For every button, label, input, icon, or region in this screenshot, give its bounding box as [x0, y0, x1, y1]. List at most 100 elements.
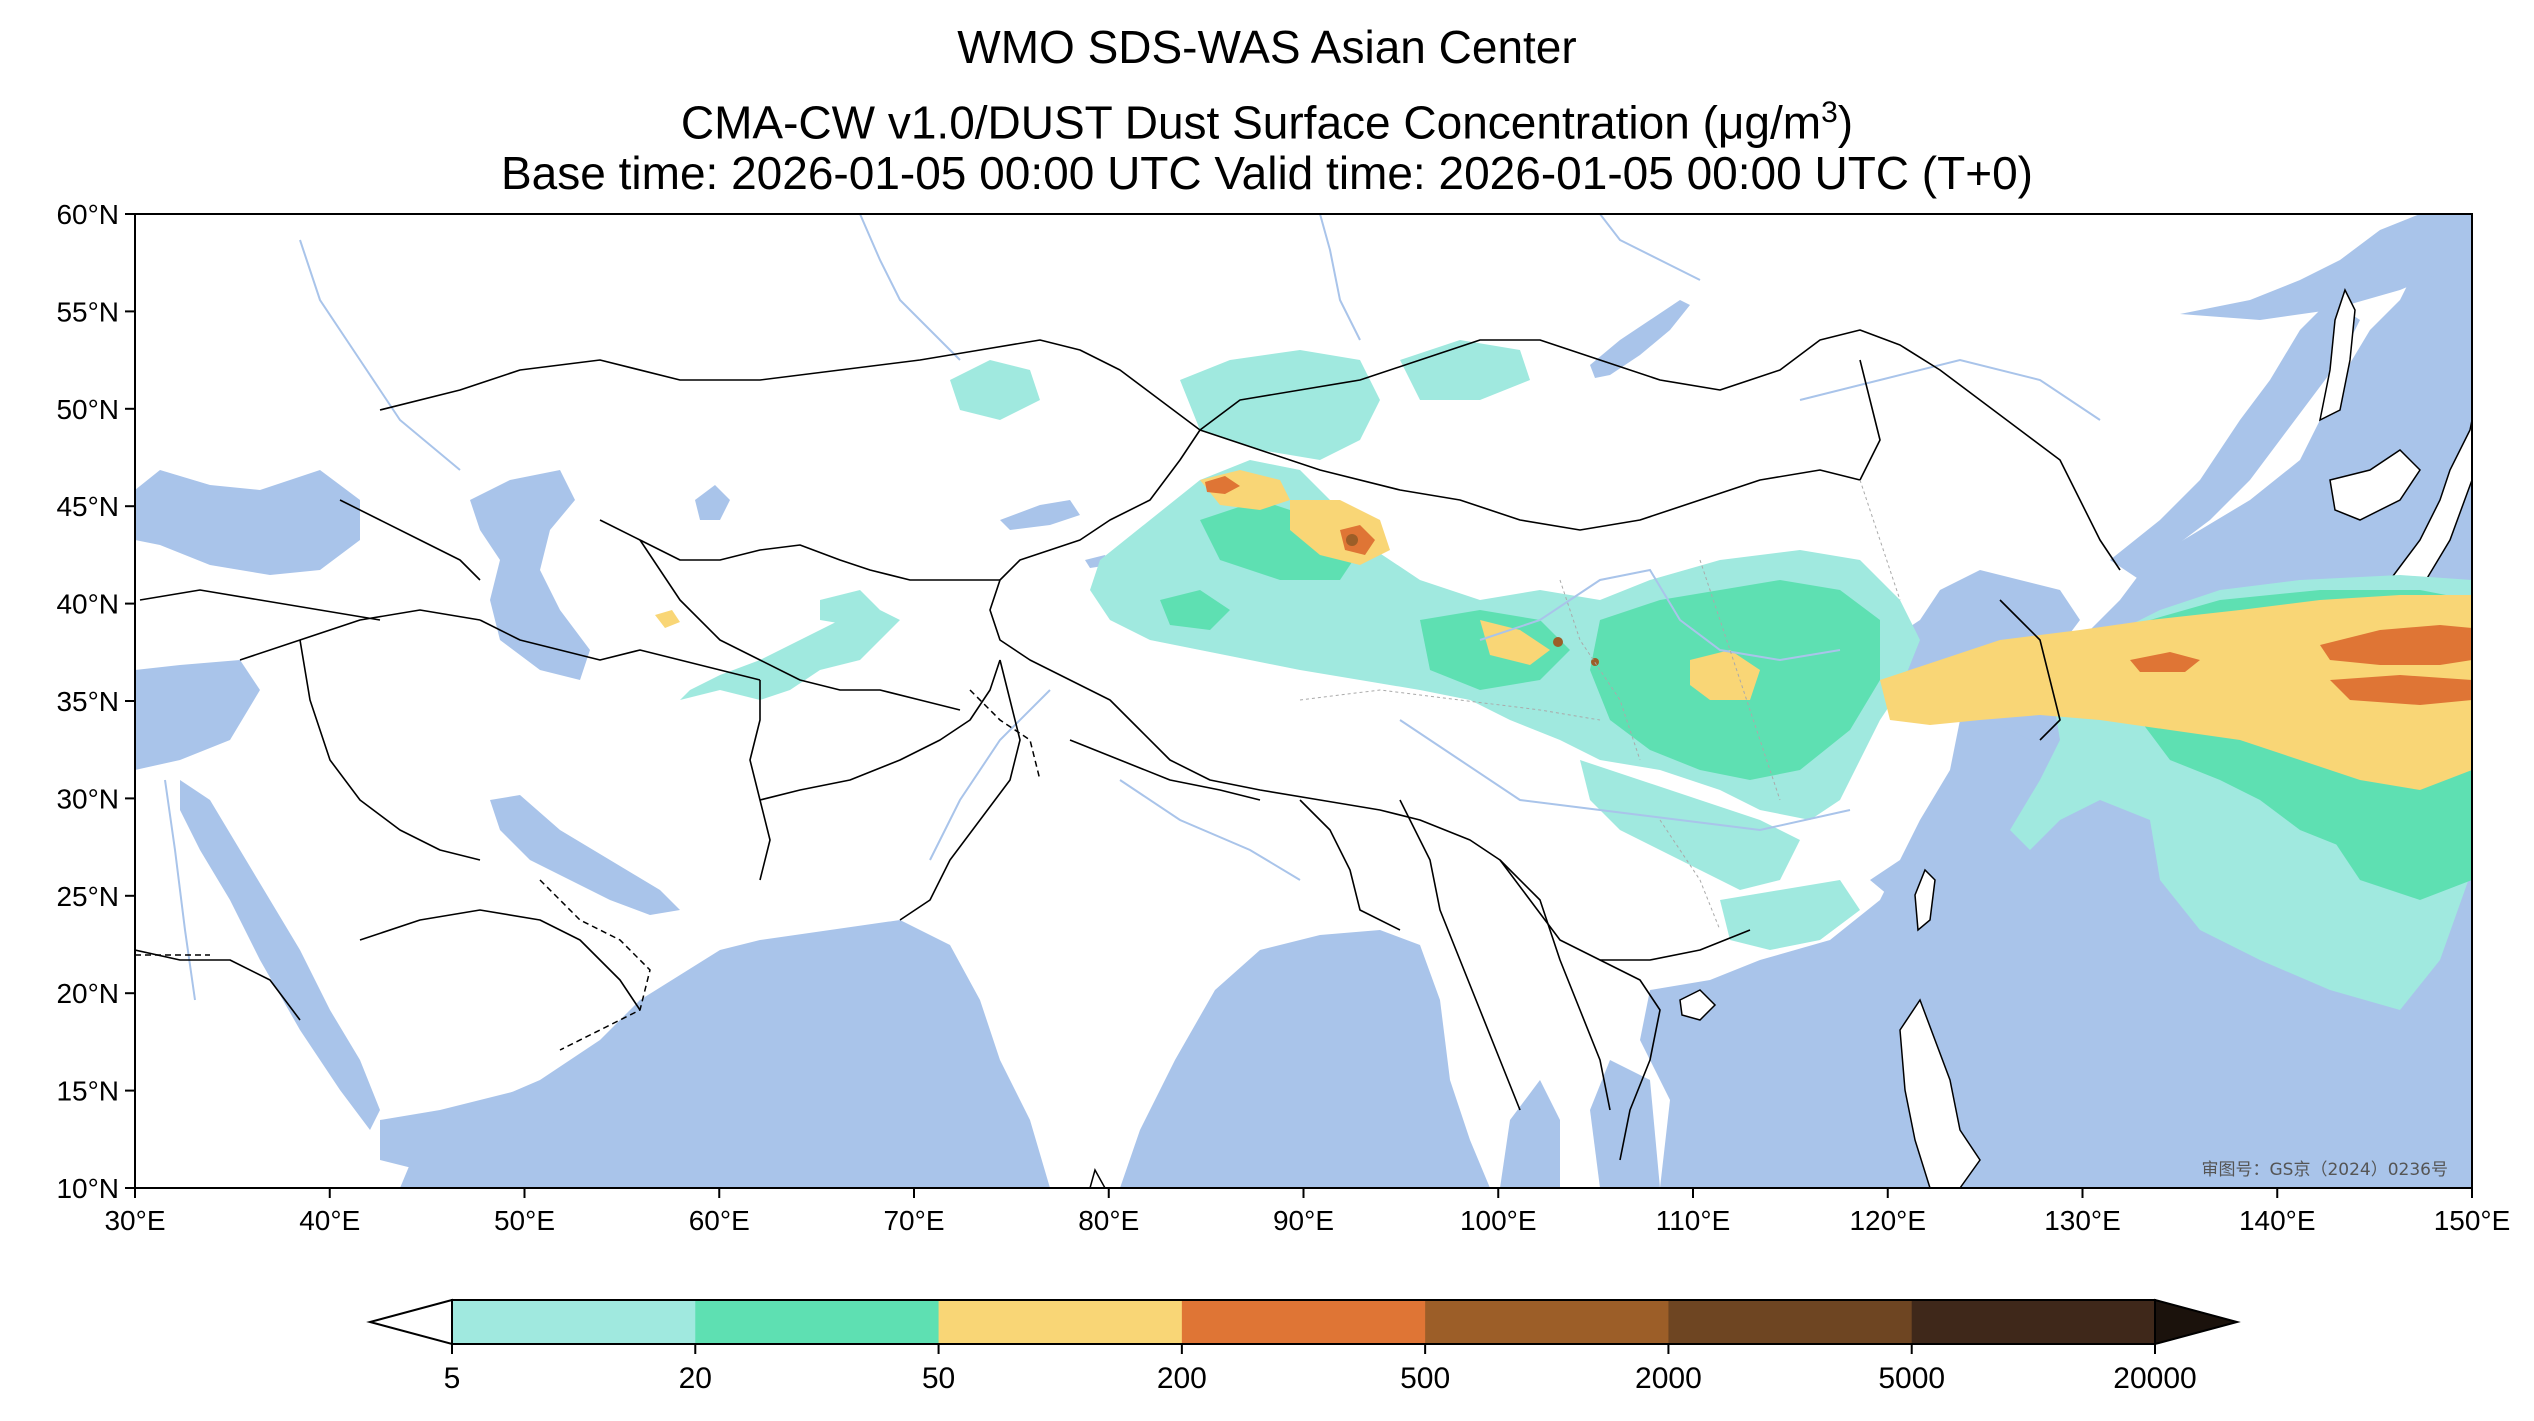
persian-gulf — [490, 795, 680, 915]
sri-lanka-island — [1089, 1168, 1106, 1188]
border-caucasus — [339, 499, 481, 581]
border-myanmar — [1399, 799, 1521, 1111]
sea-of-okhotsk — [2180, 214, 2472, 320]
map-subtitle: CMA-CW v1.0/DUST Dust Surface Concentrat… — [0, 86, 2534, 149]
river-yangtze — [1399, 719, 1851, 832]
lon-tick-label: 30°E — [104, 1205, 165, 1236]
dust-patch-pacific-core-2 — [2330, 675, 2472, 705]
dust-patch-turkmenistan — [820, 590, 880, 625]
border-uzbekistan-turkmenistan — [639, 539, 961, 711]
dust-concentration-fields — [655, 340, 2472, 1010]
border-vietnam-coast — [1599, 959, 1661, 1161]
sakhalin-island — [2318, 288, 2356, 422]
river-nile — [164, 779, 196, 1001]
lat-tick-label: 10°N — [56, 1173, 119, 1204]
lon-tick-label: 150°E — [2434, 1205, 2511, 1236]
colorbar-segment — [938, 1300, 1183, 1344]
border-kazakhstan-south — [599, 519, 1000, 581]
subtitle-unit: g/m — [1744, 96, 1822, 149]
lat-ticks: 60°N 55°N 50°N 45°N 40°N 35°N 30°N 25°N 20°N 15°N… — [56, 199, 135, 1204]
colorbar-min-extend — [366, 1298, 453, 1346]
approval-stamp: 审图号：GS京（2024）0236号 — [2202, 1160, 2449, 1180]
lon-tick-label: 50°E — [494, 1205, 555, 1236]
border-pakistan-india — [899, 659, 1021, 921]
border-afghanistan-pakistan — [759, 659, 1001, 801]
border-india-bangladesh — [1299, 799, 1401, 931]
colorbar-frame — [451, 1299, 2156, 1345]
subtitle-suffix: ) — [1837, 96, 1854, 149]
lon-tick-label: 140°E — [2239, 1205, 2316, 1236]
arabian-sea — [400, 920, 1050, 1188]
lat-tick-label: 50°N — [56, 394, 119, 425]
disputed-borders — [135, 689, 1041, 1051]
subtitle-prefix: CMA-CW v1.0/DUST Dust Surface Concentrat… — [680, 96, 1718, 149]
lat-tick-label: 55°N — [56, 296, 119, 327]
lon-tick-label: 90°E — [1273, 1205, 1334, 1236]
colorbar-segment — [1425, 1300, 1669, 1344]
hainan-island — [1679, 989, 1717, 1021]
border-iran-north — [479, 619, 761, 681]
lat-tick-label: 60°N — [56, 199, 119, 230]
province-line-5 — [1659, 819, 1721, 931]
river-lena — [1599, 214, 1701, 281]
colorbar-segment — [1911, 1300, 2156, 1344]
dust-patch-dzungaria-core — [1205, 476, 1240, 494]
subtitle-exponent: 3 — [1821, 96, 1838, 129]
province-line-2 — [1559, 579, 1641, 761]
lat-tick-label: 25°N — [56, 881, 119, 912]
colorbar-label: 5 — [444, 1362, 461, 1395]
subtitle-mu: μ — [1717, 96, 1745, 149]
lat-tick-label: 35°N — [56, 686, 119, 717]
border-iran-afghanistan — [749, 680, 771, 881]
colorbar-max-extend — [2154, 1298, 2241, 1346]
border-middle-east-2 — [299, 639, 481, 861]
border-russia-kazakhstan — [379, 339, 1201, 431]
dust-patch-mongolia — [1180, 350, 1380, 460]
dust-patch-pacific-south — [2320, 800, 2472, 900]
map-plot-area: 审图号：GS京（2024）0236号 — [135, 214, 2472, 1188]
border-indochina — [1499, 859, 1611, 1111]
colorbar-label: 50 — [922, 1362, 955, 1395]
dust-level-200-500 — [1205, 476, 2472, 705]
dust-patch-tarim — [1160, 590, 1230, 630]
gulf-of-aden — [380, 1080, 570, 1170]
mediterranean-sea — [135, 660, 260, 770]
dust-hotspot-3 — [1591, 658, 1599, 666]
map-title: WMO SDS-WAS Asian Center — [957, 21, 1577, 73]
colorbar-segment — [695, 1300, 940, 1344]
colorbar-label: 2000 — [1635, 1362, 1702, 1395]
andaman-sea — [1500, 1080, 1560, 1188]
dust-patch-central-asia — [680, 610, 900, 700]
border-saudi-yemen — [359, 909, 641, 1011]
lake-baikal — [1590, 300, 1690, 378]
lat-tick-label: 15°N — [56, 1076, 119, 1107]
lon-tick-label: 100°E — [1460, 1205, 1537, 1236]
hokkaido-island — [2329, 449, 2421, 521]
dust-patch-karakum — [655, 610, 680, 628]
east-china-sea — [1870, 740, 2020, 905]
river-ganges — [1119, 779, 1301, 881]
country-borders — [135, 329, 2121, 1161]
colorbar-label: 5000 — [1878, 1362, 1945, 1395]
river-yellow — [1479, 568, 1841, 662]
river-volga — [299, 239, 461, 471]
lat-tick-label: 20°N — [56, 978, 119, 1009]
colorbar-label: 500 — [1400, 1362, 1450, 1395]
bay-of-bengal — [1120, 930, 1490, 1188]
province-line-3 — [1699, 559, 1781, 801]
border-korea — [1999, 599, 2061, 741]
river-ob — [859, 214, 961, 361]
philippines-island — [1899, 998, 1981, 1188]
dust-patch-gansu — [1480, 620, 1550, 665]
dust-patch-south-china — [1720, 880, 1860, 950]
border-china-west — [989, 429, 1751, 961]
disputed-border-arabia — [539, 879, 651, 1051]
border-turkey-syria — [139, 589, 381, 621]
border-east-africa — [135, 949, 301, 1021]
disputed-border-kashmir — [969, 689, 1041, 781]
river-yenisei — [1319, 214, 1361, 341]
lat-tick-label: 30°N — [56, 783, 119, 814]
red-sea — [180, 780, 380, 1130]
dust-level-500-2000 — [1346, 534, 1599, 666]
